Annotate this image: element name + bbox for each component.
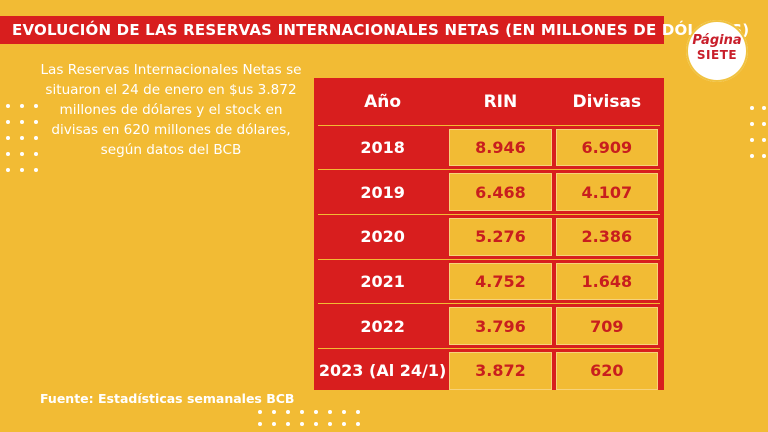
decorative-dot	[20, 120, 24, 124]
decorative-dot	[6, 152, 10, 156]
decorative-dot	[328, 422, 332, 426]
table-cell-divisas: 620	[555, 352, 658, 390]
logo-line-2: SIETE	[696, 48, 738, 62]
decorative-dot	[34, 168, 38, 172]
decorative-dot	[750, 154, 754, 158]
decorative-dot	[286, 422, 290, 426]
table-row: 2023 (Al 24/1) 3.872 620	[318, 348, 660, 393]
table-row: 2021 4.752 1.648	[318, 258, 660, 304]
decorative-dot	[34, 120, 38, 124]
decorative-dot	[6, 168, 10, 172]
page-title: EVOLUCIÓN DE LAS RESERVAS INTERNACIONALE…	[0, 16, 749, 44]
decorative-dot	[20, 168, 24, 172]
decorative-dot	[272, 422, 276, 426]
decorative-dot	[34, 104, 38, 108]
table-cell-divisas: 2.386	[555, 218, 658, 256]
decorative-dot	[272, 410, 276, 414]
decorative-dot	[300, 422, 304, 426]
table-cell-year: 2022	[360, 316, 405, 336]
logo-line-1: Página	[692, 33, 742, 48]
decorative-dot	[258, 422, 262, 426]
reserves-table: Año RIN Divisas 2018 8.946 6.909 2019 6.468 4.10…	[314, 78, 664, 390]
decorative-dot	[356, 422, 360, 426]
decorative-dot	[762, 122, 766, 126]
decorative-dot	[20, 152, 24, 156]
decorative-dot	[258, 410, 262, 414]
decorative-dot	[20, 136, 24, 140]
decorative-dot	[314, 410, 318, 414]
table-cell-rin: 3.796	[449, 307, 552, 346]
decorative-dot	[314, 422, 318, 426]
table-header-row: Año RIN Divisas	[318, 80, 660, 125]
table-cell-rin: 5.276	[449, 218, 552, 256]
column-header-rin: RIN	[483, 92, 518, 113]
source-note: Fuente: Estadísticas semanales BCB	[40, 391, 295, 406]
table-cell-year: 2019	[360, 182, 405, 202]
table-cell-rin: 6.468	[449, 173, 552, 212]
table-row: 2018 8.946 6.909	[318, 124, 660, 170]
decorative-dot	[356, 410, 360, 414]
decorative-dot	[34, 152, 38, 156]
decorative-dot	[300, 410, 304, 414]
decorative-dot	[286, 410, 290, 414]
table-cell-rin: 8.946	[449, 128, 552, 167]
decorative-dot	[750, 106, 754, 110]
table-row: 2020 5.276 2.386	[318, 214, 660, 259]
decorative-dot	[750, 122, 754, 126]
decorative-dot	[342, 410, 346, 414]
table-cell-divisas: 4.107	[555, 173, 658, 212]
decorative-dot	[762, 106, 766, 110]
column-header-divisas: Divisas	[572, 92, 642, 113]
decorative-dot	[6, 120, 10, 124]
decorative-dot	[762, 154, 766, 158]
intro-text: Las Reservas Internacionales Netas se si…	[40, 62, 302, 158]
table-cell-year: 2018	[360, 138, 405, 158]
table-cell-year: 2021	[360, 272, 405, 292]
decorative-dot	[6, 136, 10, 140]
decorative-dot	[762, 138, 766, 142]
decorative-dot	[6, 104, 10, 108]
table-cell-rin: 4.752	[449, 262, 552, 301]
table-cell-divisas: 6.909	[555, 128, 658, 167]
table-row: 2019 6.468 4.107	[318, 169, 660, 214]
decorative-dot	[750, 138, 754, 142]
pagina-siete-logo: Página SIETE	[686, 20, 748, 82]
table-row: 2022 3.796 709	[318, 303, 660, 348]
decorative-dot	[34, 136, 38, 140]
table-cell-divisas: 709	[555, 307, 658, 346]
table-cell-rin: 3.872	[449, 352, 552, 390]
decorative-dot	[342, 422, 346, 426]
table-cell-divisas: 1.648	[555, 262, 658, 301]
table-cell-year: 2020	[360, 227, 405, 247]
column-header-year: Año	[364, 92, 402, 113]
decorative-dot	[20, 104, 24, 108]
table-cell-year: 2023 (Al 24/1)	[318, 361, 447, 381]
decorative-dot	[328, 410, 332, 414]
